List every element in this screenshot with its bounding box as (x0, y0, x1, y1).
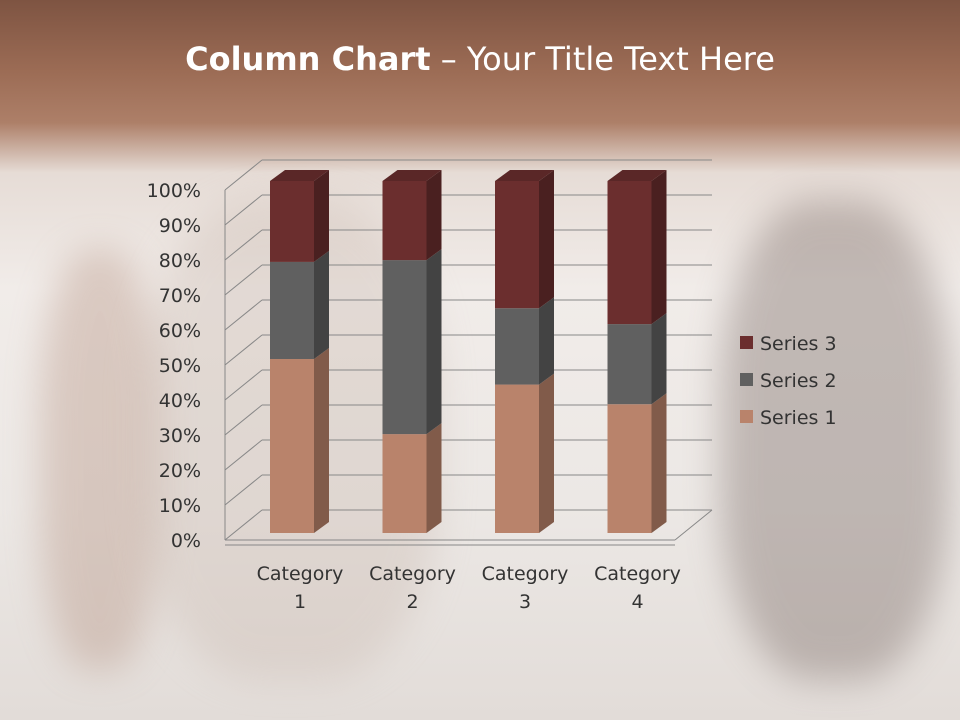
bar-side (314, 170, 329, 262)
legend-swatch (740, 373, 753, 386)
x-tick-label-number: 3 (519, 591, 531, 613)
bar-side (314, 348, 329, 533)
left-wall-gridline (224, 404, 263, 436)
bar-front (607, 181, 652, 325)
bar-top (607, 170, 667, 181)
bar-side (539, 373, 554, 533)
background-photo (40, 250, 160, 670)
bar-front (270, 359, 314, 533)
title-rest: – Your Title Text Here (430, 40, 775, 78)
bar-side (539, 170, 554, 309)
bar-side (314, 250, 329, 360)
bar-side (651, 170, 667, 325)
y-tick-label: 60% (159, 320, 201, 342)
bar-front (495, 384, 539, 533)
legend-swatch (740, 336, 753, 349)
left-wall-gridline (224, 194, 263, 226)
y-tick-label: 90% (159, 215, 201, 237)
bar-front (382, 434, 427, 533)
bar-side (426, 170, 442, 261)
y-tick-label: 20% (159, 460, 201, 482)
bar-top (382, 170, 442, 181)
bar-top (270, 170, 329, 181)
bar-front (270, 181, 314, 262)
legend-swatch (740, 410, 753, 423)
bar-side (426, 249, 442, 435)
left-wall-gridline (224, 509, 263, 541)
left-wall-gridline (224, 439, 263, 471)
left-wall-gridline (224, 369, 263, 401)
left-wall-gridline (224, 229, 263, 261)
x-tick-label: Category (257, 563, 344, 585)
bar-top (495, 170, 554, 181)
x-tick-label: Category (369, 563, 456, 585)
bar-front (382, 260, 427, 435)
left-wall-gridline (224, 334, 263, 366)
bar-front (382, 181, 427, 261)
left-wall-gridline (224, 159, 263, 191)
title-bold: Column Chart (185, 40, 431, 78)
y-tick-label: 50% (159, 355, 201, 377)
x-tick-label-number: 2 (406, 591, 418, 613)
legend-label: Series 1 (760, 407, 837, 429)
y-tick-label: 30% (159, 425, 201, 447)
slide-title: Column Chart – Your Title Text Here (0, 40, 960, 78)
bar-side (539, 297, 554, 385)
bar-front (495, 181, 539, 309)
bar-front (270, 261, 314, 360)
y-tick-label: 80% (159, 250, 201, 272)
bar-side (651, 393, 667, 533)
y-tick-label: 40% (159, 390, 201, 412)
bar-front (607, 324, 652, 405)
x-tick-label: Category (594, 563, 681, 585)
x-tick-label-number: 1 (294, 591, 306, 613)
y-tick-label: 100% (147, 180, 201, 202)
bar-front (607, 404, 652, 533)
y-tick-label: 10% (159, 495, 201, 517)
y-tick-label: 70% (159, 285, 201, 307)
bar-side (651, 313, 667, 405)
x-tick-label: Category (482, 563, 569, 585)
left-wall-gridline (224, 474, 263, 506)
background-photo-2 (720, 200, 950, 680)
floor-right-edge (674, 509, 713, 541)
legend-label: Series 3 (760, 333, 837, 355)
left-wall-gridline (224, 299, 263, 331)
bar-side (426, 423, 442, 533)
left-wall-gridline (224, 264, 263, 296)
legend-label: Series 2 (760, 370, 837, 392)
y-tick-label: 0% (171, 530, 201, 552)
x-tick-label-number: 4 (631, 591, 643, 613)
bar-front (495, 308, 539, 385)
